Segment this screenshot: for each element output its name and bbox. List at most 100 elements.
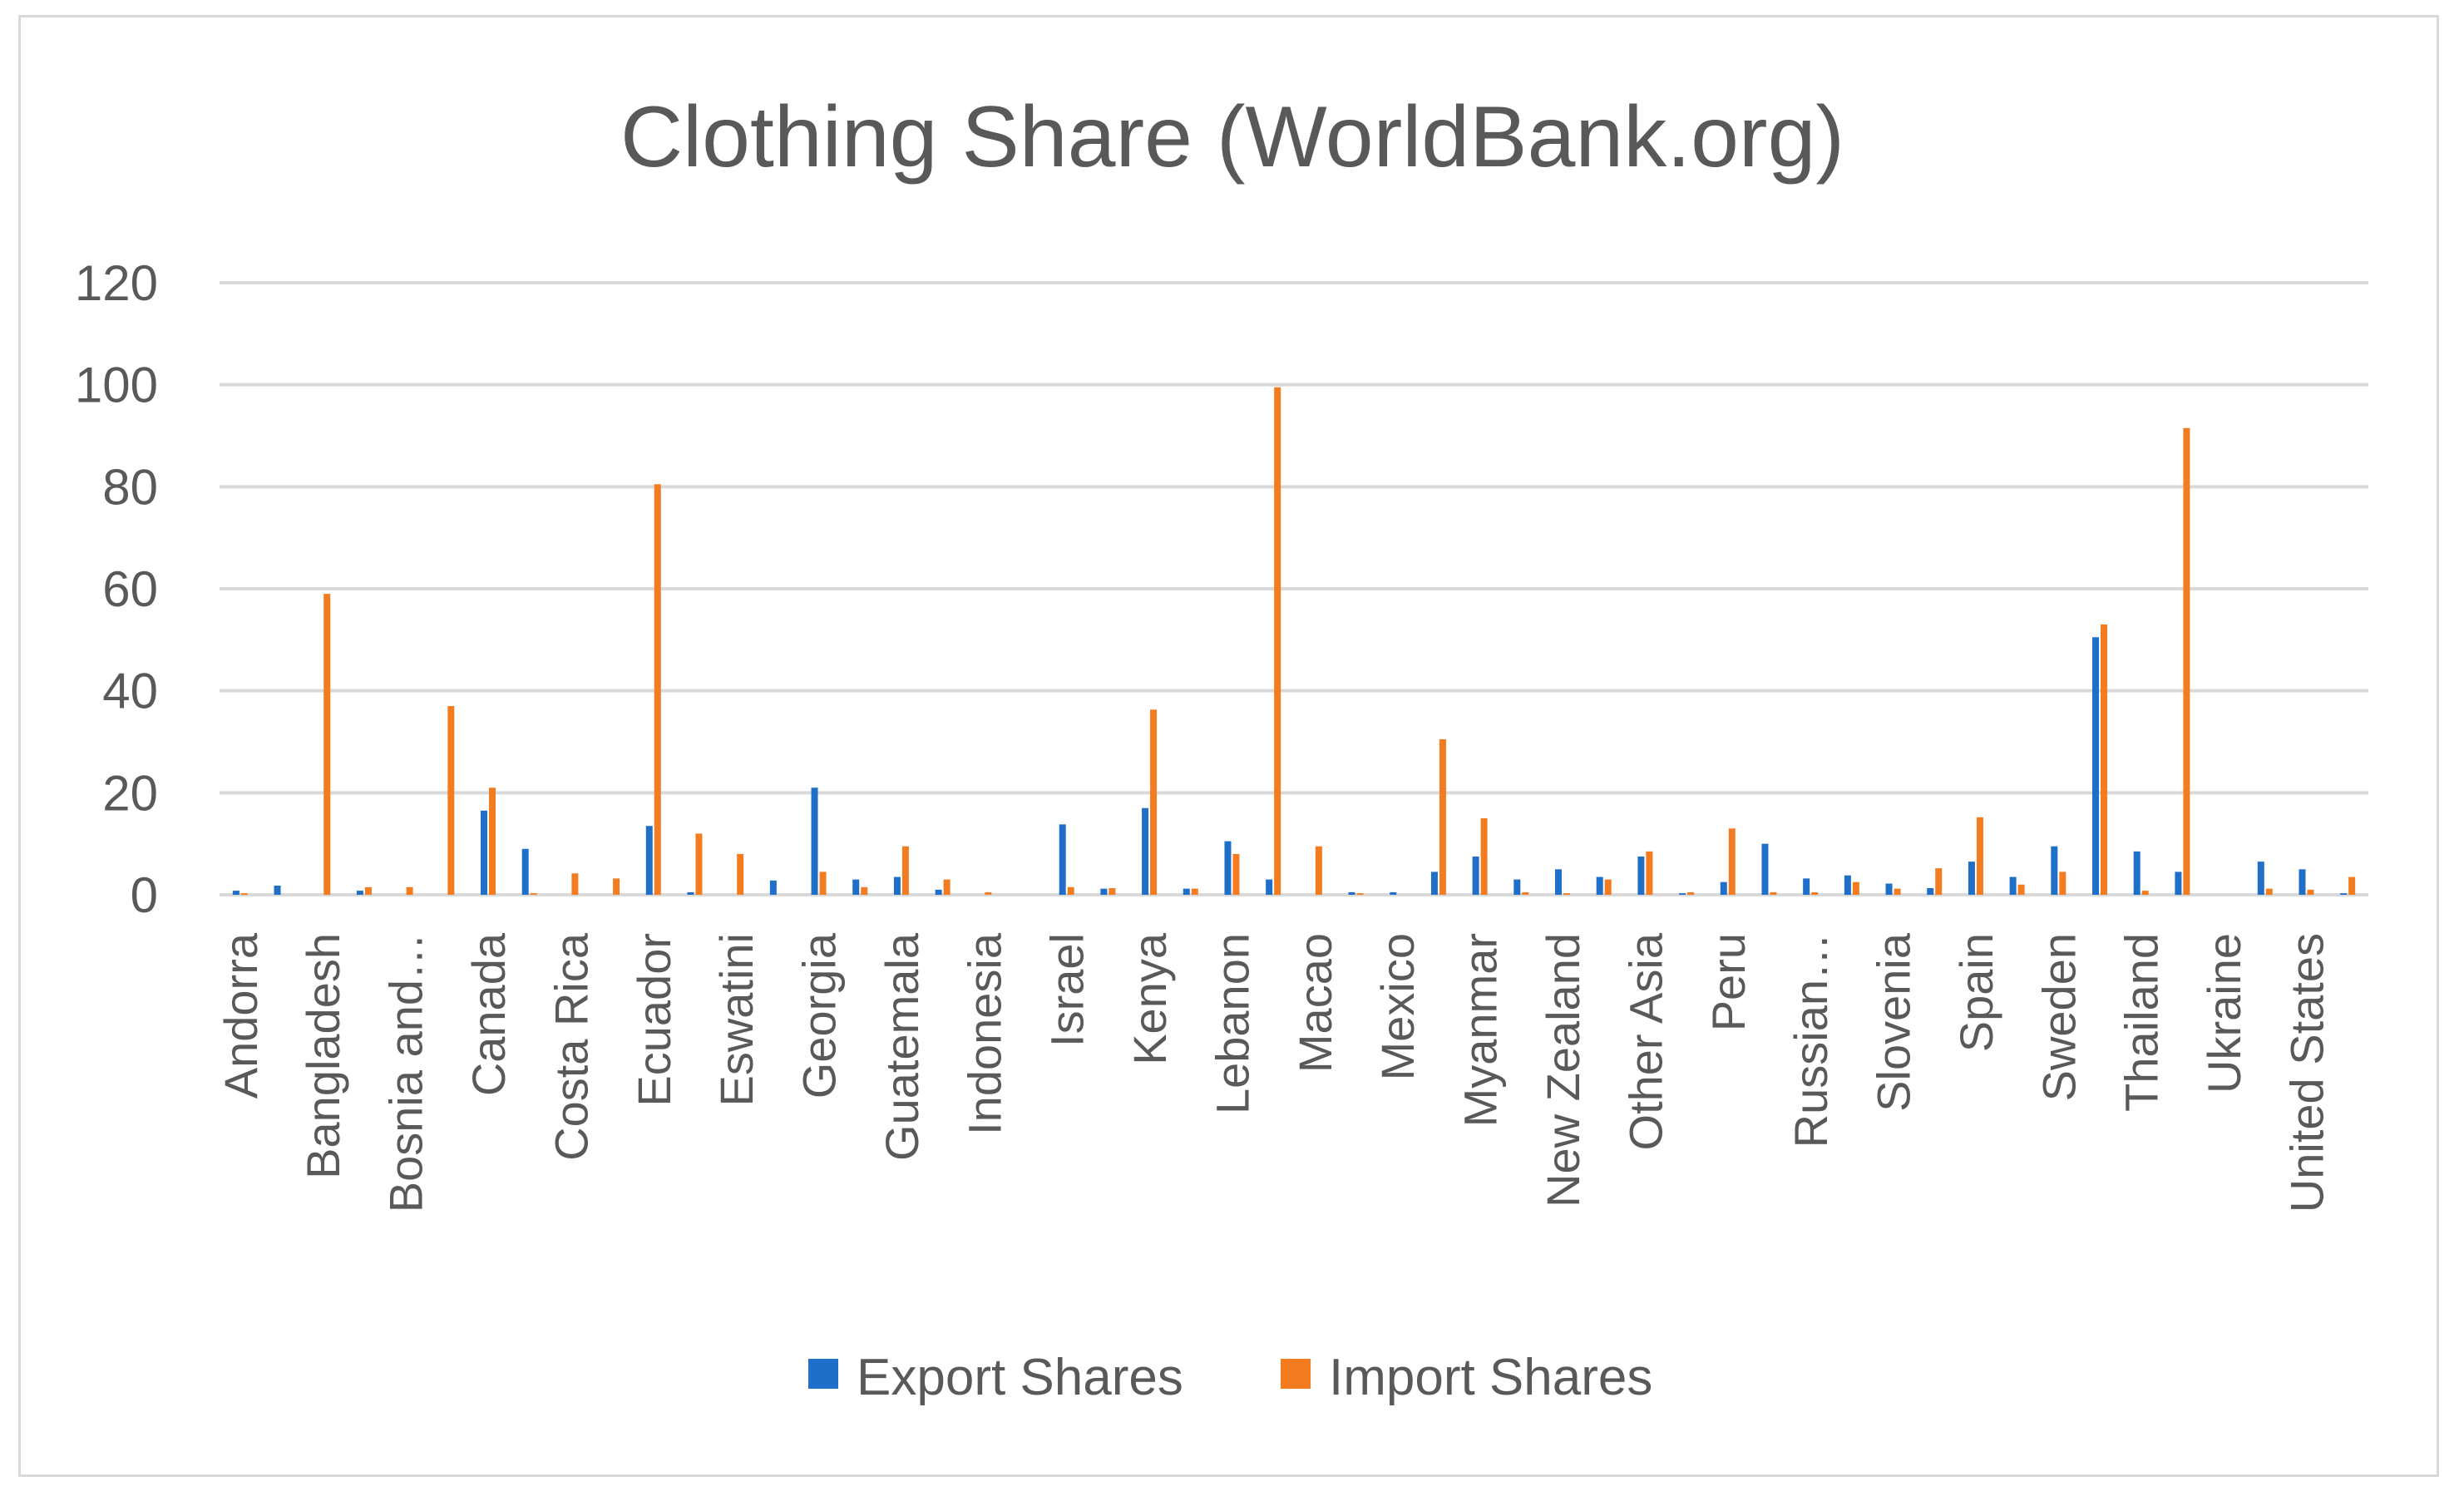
bar <box>1844 875 1851 895</box>
y-tick-label: 80 <box>102 459 158 515</box>
bar <box>1761 843 1769 895</box>
chart-area <box>18 15 2439 1477</box>
bar <box>2133 851 2141 895</box>
gridlines <box>220 281 2368 896</box>
bar <box>2175 872 2182 895</box>
x-tick-label: Ecuador <box>628 933 680 1107</box>
x-axis-ticks: Andorra Bangladesh Bosnia and… Canada Costa … <box>215 932 2333 1212</box>
bar <box>364 886 372 895</box>
bar <box>2348 876 2356 895</box>
y-tick-label: 100 <box>75 358 158 413</box>
bar <box>811 788 818 895</box>
bar <box>1109 888 1116 895</box>
bar <box>2092 637 2099 895</box>
x-tick-label: Myanmar <box>1454 933 1507 1127</box>
bar <box>645 826 653 895</box>
bar <box>687 891 694 895</box>
x-tick-label: Sweden <box>2032 933 2085 1101</box>
bar <box>1232 853 1240 895</box>
bar <box>935 889 942 895</box>
bar <box>1885 883 1893 895</box>
bar <box>1315 846 1322 895</box>
bar <box>1927 888 1934 895</box>
bar <box>1596 876 1603 895</box>
bars <box>232 387 2356 895</box>
y-axis-ticks: 0 20 40 60 80 100 120 <box>75 255 158 923</box>
bar <box>654 484 661 895</box>
bar <box>323 594 331 895</box>
x-tick-label: Kenya <box>1123 932 1176 1065</box>
bar <box>1224 841 1232 895</box>
bar <box>1976 817 1983 895</box>
x-tick-label: Andorra <box>215 932 267 1099</box>
bar <box>530 893 537 895</box>
x-tick-label: Georgia <box>793 932 846 1099</box>
bar <box>1604 879 1612 895</box>
legend: Export Shares Import Shares <box>808 1349 1652 1406</box>
x-tick-label: Canada <box>462 932 515 1096</box>
x-tick-label: Lebanon <box>1206 933 1258 1114</box>
x-tick-label: Macao <box>1289 933 1341 1073</box>
bar <box>1811 891 1819 895</box>
bar <box>737 853 744 895</box>
bar <box>1472 857 1479 895</box>
bar <box>852 879 860 895</box>
x-tick-label: Israel <box>1041 933 1094 1047</box>
bar <box>447 706 455 895</box>
bar <box>1679 893 1686 895</box>
x-tick-label: Bangladesh <box>297 933 349 1179</box>
x-tick-label: Mexico <box>1371 933 1424 1080</box>
bar <box>943 879 951 895</box>
legend-swatch <box>1281 1359 1311 1389</box>
bar <box>1637 857 1645 895</box>
chart-title: Clothing Share (WorldBank.org) <box>620 89 1844 185</box>
bar <box>1894 888 1901 895</box>
bar <box>1480 818 1488 895</box>
x-tick-label: Other Asia <box>1619 932 1671 1150</box>
bar <box>1687 891 1695 895</box>
legend-entry: Import Shares <box>1281 1349 1652 1406</box>
bar <box>893 876 901 895</box>
bar <box>1522 891 1529 895</box>
legend-swatch <box>808 1359 838 1389</box>
bar <box>2265 888 2273 895</box>
bar <box>1852 881 1859 895</box>
y-tick-label: 20 <box>102 765 158 821</box>
bar <box>2299 869 2306 895</box>
bar <box>2307 889 2314 895</box>
bar <box>232 891 239 895</box>
bar <box>1067 886 1074 895</box>
bar <box>2257 862 2264 895</box>
x-tick-label: Ukraine <box>2198 933 2250 1094</box>
bar <box>1100 888 1108 895</box>
bar <box>1646 851 1653 895</box>
bar <box>695 833 703 895</box>
bar <box>571 873 579 895</box>
bar <box>481 810 487 895</box>
bar <box>274 885 281 895</box>
bar <box>489 788 496 895</box>
x-tick-label: Thailand <box>2116 933 2168 1112</box>
bar <box>985 891 992 895</box>
y-tick-label: 40 <box>102 664 158 719</box>
bar <box>1968 862 1975 895</box>
bar <box>1274 387 1281 895</box>
bar <box>1720 881 1727 895</box>
bar <box>406 886 413 895</box>
x-tick-label: Indonesia <box>958 932 1010 1135</box>
bar <box>2009 876 2017 895</box>
bar <box>1183 888 1190 895</box>
x-tick-label: Bosnia and… <box>380 933 432 1212</box>
bar <box>1356 893 1364 895</box>
bar <box>240 893 248 895</box>
bar <box>1390 891 1397 895</box>
x-tick-label: Peru <box>1702 933 1755 1031</box>
bar <box>1348 891 1355 895</box>
y-tick-label: 120 <box>75 255 158 311</box>
legend-label: Export Shares <box>857 1349 1183 1406</box>
x-tick-label: Eswatini <box>710 933 763 1107</box>
x-tick-label: Russian… <box>1785 933 1837 1148</box>
x-tick-label: Guatemala <box>876 932 928 1161</box>
x-tick-label: United States <box>2280 933 2333 1212</box>
